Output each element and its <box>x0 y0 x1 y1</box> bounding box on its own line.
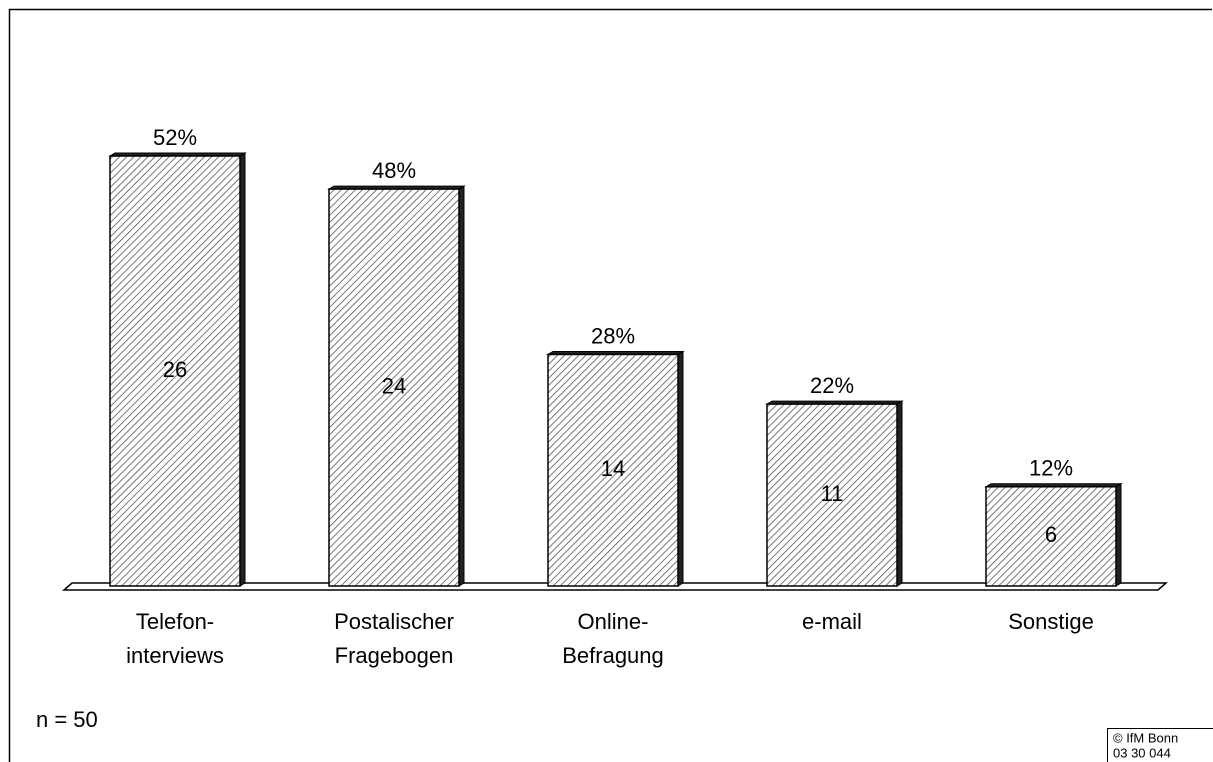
count-label: 11 <box>821 481 844 506</box>
value-label: 12% <box>1029 456 1073 481</box>
bar <box>328 188 460 587</box>
bar <box>109 155 241 587</box>
source: 03 30 044 <box>1113 745 1171 760</box>
x-tick-label: Befragung <box>562 643 664 668</box>
count-label: 6 <box>1045 522 1057 547</box>
value-label: 28% <box>591 323 635 348</box>
source: © IfM Bonn <box>1113 730 1178 745</box>
value-label: 52% <box>153 125 197 150</box>
bar <box>985 486 1117 587</box>
x-tick-label: e-mail <box>802 609 862 634</box>
x-tick-label: Postalischer <box>334 609 454 634</box>
x-tick-label: Online- <box>578 609 649 634</box>
x-tick-label: interviews <box>126 643 224 668</box>
count-label: 24 <box>382 373 406 398</box>
note: n = 50 <box>36 707 98 732</box>
x-tick-label: Telefon- <box>136 609 214 634</box>
value-label: 48% <box>372 158 416 183</box>
x-tick-label: Fragebogen <box>335 643 454 668</box>
count-label: 26 <box>163 357 187 382</box>
x-tick-label: Sonstige <box>1008 609 1094 634</box>
value-label: 22% <box>810 373 854 398</box>
bar <box>766 403 898 587</box>
bar <box>547 353 679 587</box>
frame <box>8 8 1212 762</box>
count-label: 14 <box>601 456 625 481</box>
source-box <box>1107 728 1213 762</box>
